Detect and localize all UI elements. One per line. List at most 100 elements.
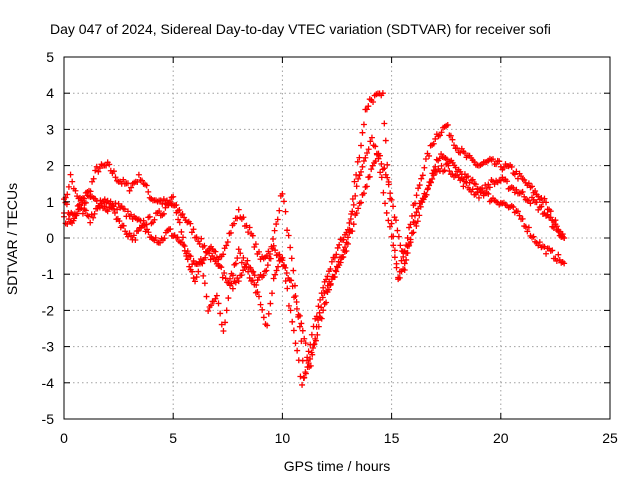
data-point [212, 295, 219, 302]
data-point [340, 236, 347, 243]
data-point [553, 223, 560, 230]
data-point [525, 224, 532, 231]
data-point [519, 215, 526, 222]
data-point [344, 234, 351, 241]
data-point [243, 222, 250, 229]
data-point [72, 187, 79, 194]
data-point [179, 211, 186, 218]
data-point [452, 164, 459, 171]
data-point [398, 247, 405, 254]
data-point [220, 251, 227, 258]
data-point [482, 182, 489, 189]
data-point [513, 186, 520, 193]
data-point [146, 213, 153, 220]
data-point [543, 250, 550, 257]
data-point [225, 295, 232, 302]
data-point [287, 244, 294, 251]
data-point [486, 184, 493, 191]
data-point [176, 206, 183, 213]
data-point [490, 156, 496, 163]
data-point [107, 198, 114, 205]
data-point [444, 160, 451, 167]
data-point [112, 174, 119, 181]
data-point [229, 285, 236, 292]
data-point [336, 241, 343, 248]
data-point [327, 282, 334, 289]
data-point [401, 266, 408, 273]
data-point [394, 227, 401, 234]
x-tick-label: 25 [602, 430, 618, 446]
data-point [353, 183, 360, 190]
data-point [297, 373, 304, 380]
data-point [127, 233, 134, 240]
data-point [93, 198, 100, 205]
data-point [196, 240, 203, 247]
y-axis-label: SDTVAR / TECUs [4, 183, 20, 295]
data-point [529, 183, 535, 190]
data-point [377, 169, 384, 176]
data-point [438, 129, 445, 136]
data-point [189, 268, 196, 275]
y-tick-label: 1 [46, 194, 54, 210]
data-point [260, 314, 267, 321]
data-point [477, 189, 484, 196]
data-point [251, 272, 258, 279]
data-point [480, 190, 487, 197]
data-point [69, 211, 76, 218]
data-point [201, 280, 208, 287]
data-point [64, 191, 71, 198]
data-point [195, 268, 202, 275]
data-point [238, 259, 245, 266]
data-point [522, 223, 529, 230]
data-point [388, 196, 395, 203]
data-point [561, 260, 568, 267]
data-point [270, 242, 277, 249]
data-point [196, 259, 203, 266]
data-point [525, 180, 532, 187]
data-point [475, 194, 482, 201]
data-point [222, 319, 229, 326]
data-point [429, 175, 436, 182]
data-point [308, 349, 315, 356]
data-point [103, 162, 110, 169]
data-point [320, 307, 327, 314]
data-point [135, 171, 142, 178]
data-point [391, 247, 398, 254]
data-point [115, 200, 122, 207]
data-point [95, 168, 102, 175]
data-point [288, 277, 295, 284]
data-point [79, 199, 86, 206]
data-point [250, 268, 257, 275]
data-point [161, 235, 168, 242]
data-point [190, 275, 197, 282]
data-point [430, 140, 437, 147]
data-point [350, 221, 357, 228]
data-point [305, 348, 312, 355]
data-point [413, 209, 420, 216]
data-point [388, 220, 395, 227]
data-point [217, 310, 224, 317]
data-point [235, 278, 242, 285]
data-point [320, 284, 327, 291]
data-point [106, 161, 113, 168]
data-point [360, 190, 367, 197]
data-point [422, 156, 429, 163]
data-point [64, 221, 71, 228]
data-point [419, 195, 426, 202]
data-point [346, 219, 353, 226]
data-point [383, 209, 390, 216]
data-point [121, 206, 128, 213]
data-point [343, 239, 350, 246]
data-point [316, 309, 323, 316]
x-tick-label: 5 [169, 430, 177, 446]
data-point [267, 300, 274, 307]
data-point [162, 204, 169, 211]
data-point [212, 248, 219, 255]
data-point [393, 264, 400, 271]
data-point [358, 199, 365, 206]
data-point [63, 201, 70, 208]
data-point [283, 270, 290, 277]
data-point [365, 103, 372, 110]
data-point [305, 360, 312, 367]
data-point [141, 222, 148, 229]
